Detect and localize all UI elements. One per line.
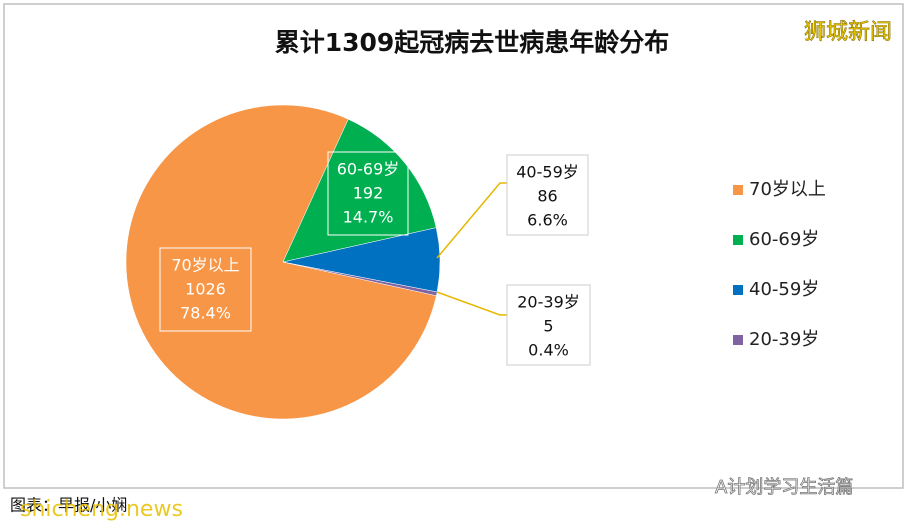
data-label-value: 5 — [543, 317, 553, 336]
data-label-category: 20-39岁 — [517, 293, 580, 312]
data-label-percent: 78.4% — [180, 304, 231, 323]
watermark: 狮城新闻 — [804, 20, 892, 45]
data-label-value: 192 — [353, 184, 384, 203]
data-label-value: 86 — [537, 187, 557, 206]
data-label-category: 70岁以上 — [171, 256, 239, 275]
data-label-box — [327, 151, 409, 236]
data-label-box — [506, 284, 591, 366]
source-note: 图表：早报/小娴 — [10, 496, 127, 515]
legend-label: 70岁以上 — [749, 179, 826, 200]
legend-swatch — [733, 185, 743, 195]
data-label-percent: 6.6% — [527, 211, 568, 230]
data-label-box — [506, 154, 589, 236]
legend-swatch — [733, 335, 743, 345]
data-label-category: 60-69岁 — [337, 160, 400, 179]
legend-swatch — [733, 285, 743, 295]
legend-label: 60-69岁 — [749, 229, 819, 250]
leader-line — [436, 182, 507, 259]
legend-label: 40-59岁 — [749, 279, 819, 300]
data-label-percent: 0.4% — [528, 341, 569, 360]
legend-label: 20-39岁 — [749, 329, 819, 350]
data-label-box — [159, 247, 252, 332]
chart-title: 累计1309起冠病去世病患年龄分布 — [275, 28, 670, 57]
legend-swatch — [733, 235, 743, 245]
data-label-percent: 14.7% — [343, 208, 394, 227]
data-label-category: 40-59岁 — [516, 163, 579, 182]
pie-slice — [125, 104, 437, 420]
data-label-value: 1026 — [185, 280, 226, 299]
pie-slice — [282, 118, 437, 263]
leader-line — [436, 291, 507, 316]
site-watermark: shicheng.news — [20, 497, 183, 522]
wechat-watermark: A计划学习生活篇 — [715, 477, 853, 498]
